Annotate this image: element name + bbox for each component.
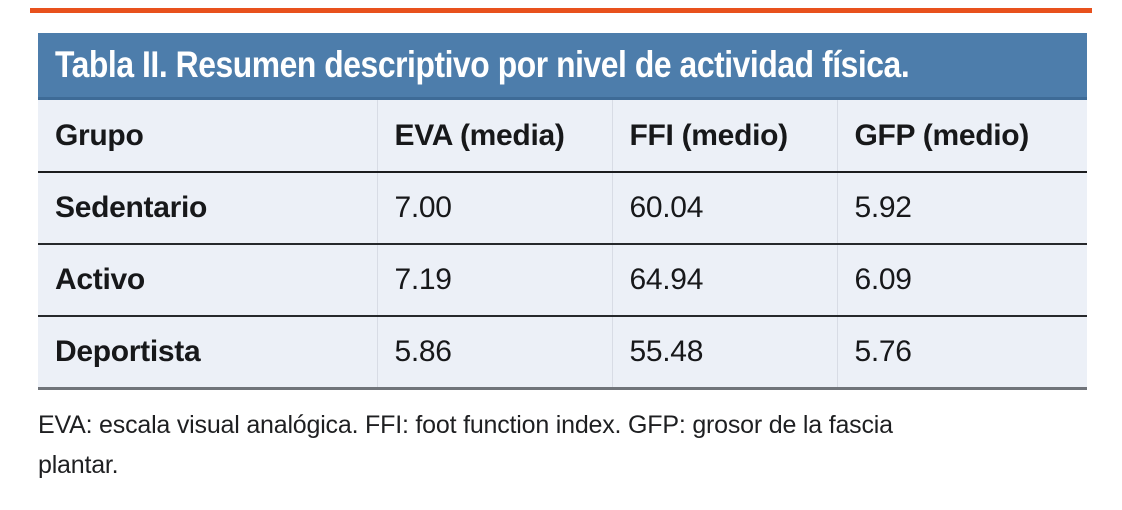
table-row: Deportista 5.86 55.48 5.76	[38, 316, 1087, 390]
cell-grupo: Activo	[38, 244, 377, 317]
cell-ffi: 60.04	[611, 172, 837, 245]
header-row: Grupo EVA (media) FFI (medio) GFP (medio…	[38, 100, 1087, 173]
column-header-gfp: GFP (medio)	[836, 100, 1087, 173]
column-header-ffi: FFI (medio)	[611, 100, 837, 173]
cell-gfp: 5.76	[836, 316, 1087, 390]
table-row: Activo 7.19 64.94 6.09	[38, 244, 1087, 317]
table-container: Tabla II. Resumen descriptivo por nivel …	[38, 33, 1087, 485]
cell-eva: 7.19	[376, 244, 612, 317]
cell-eva: 7.00	[376, 172, 612, 245]
cell-grupo: Sedentario	[38, 172, 377, 245]
cell-gfp: 6.09	[836, 244, 1087, 317]
cell-ffi: 64.94	[611, 244, 837, 317]
column-header-grupo: Grupo	[38, 100, 377, 173]
table-footnote: EVA: escala visual analógica. FFI: foot …	[38, 410, 893, 479]
table-title: Tabla II. Resumen descriptivo por nivel …	[55, 44, 910, 85]
orange-top-rule	[30, 8, 1092, 13]
cell-eva: 5.86	[376, 316, 612, 390]
table-title-bar: Tabla II. Resumen descriptivo por nivel …	[38, 33, 1087, 100]
table-row: Sedentario 7.00 60.04 5.92	[38, 172, 1087, 245]
summary-table: Grupo EVA (media) FFI (medio) GFP (medio…	[38, 100, 1087, 390]
cell-gfp: 5.92	[836, 172, 1087, 245]
column-header-eva: EVA (media)	[376, 100, 612, 173]
cell-ffi: 55.48	[611, 316, 837, 390]
cell-grupo: Deportista	[38, 316, 377, 390]
